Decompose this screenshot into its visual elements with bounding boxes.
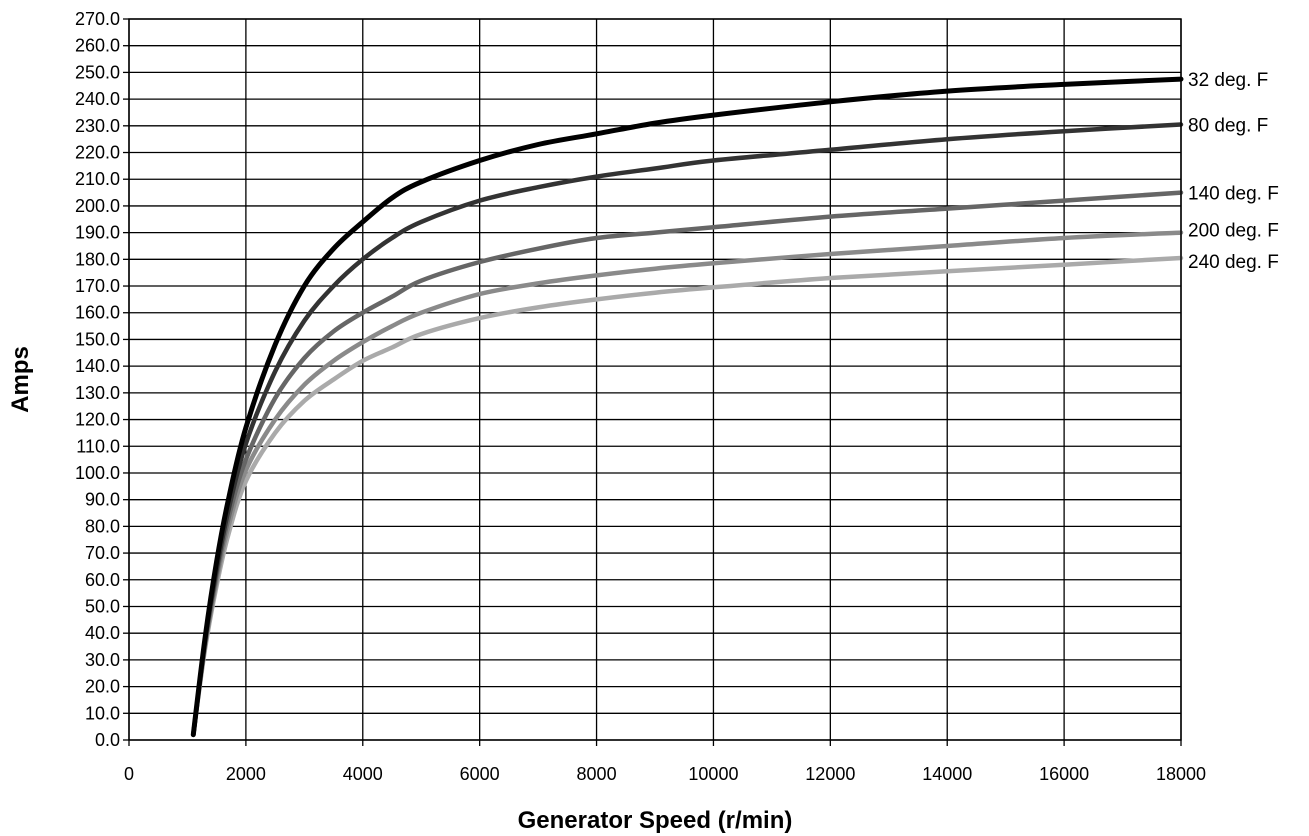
y-tick-label: 130.0 xyxy=(75,383,120,403)
x-tick-label: 4000 xyxy=(343,764,383,784)
grid-layer xyxy=(123,18,1182,746)
y-tick-label: 180.0 xyxy=(75,249,120,269)
y-tick-label: 70.0 xyxy=(85,543,120,563)
y-tick-label: 190.0 xyxy=(75,223,120,243)
plot-frame xyxy=(128,18,1182,741)
series-label: 240 deg. F xyxy=(1188,252,1279,273)
y-tick-label: 260.0 xyxy=(75,36,120,56)
y-tick-label: 10.0 xyxy=(85,703,120,723)
y-tick-label: 20.0 xyxy=(85,677,120,697)
x-tick-label: 14000 xyxy=(922,764,972,784)
y-tick-label: 240.0 xyxy=(75,89,120,109)
series-line xyxy=(191,122,1184,737)
y-tick-label: 250.0 xyxy=(75,62,120,82)
x-axis-title: Generator Speed (r/min) xyxy=(518,807,793,834)
series-label: 80 deg. F xyxy=(1188,115,1268,136)
y-tick-label: 80.0 xyxy=(85,516,120,536)
y-tick-label: 140.0 xyxy=(75,356,120,376)
x-tick-label: 0 xyxy=(124,764,134,784)
y-tick-label: 170.0 xyxy=(75,276,120,296)
y-tick-label: 30.0 xyxy=(85,650,120,670)
x-tick-label: 2000 xyxy=(226,764,266,784)
y-tick-label: 160.0 xyxy=(75,303,120,323)
y-tick-label: 150.0 xyxy=(75,329,120,349)
y-tick-label: 110.0 xyxy=(76,436,120,456)
y-tick-labels: 0.0 10.0 20.0 30.0 40.0 50.0 60.0 70.0 80.0 90.0 1… xyxy=(75,9,120,750)
series-line xyxy=(191,255,1184,737)
series-labels: 32 deg. F 80 deg. F 140 deg. F 200 deg. F 24… xyxy=(1188,70,1279,273)
y-tick-label: 40.0 xyxy=(85,623,120,643)
series-line xyxy=(190,76,1184,738)
curve-layer xyxy=(190,76,1184,738)
x-tick-label: 6000 xyxy=(460,764,500,784)
y-tick-label: 230.0 xyxy=(75,116,120,136)
x-tick-label: 18000 xyxy=(1156,764,1206,784)
y-tick-label: 90.0 xyxy=(85,490,120,510)
y-tick-label: 0.0 xyxy=(95,730,120,750)
y-tick-label: 220.0 xyxy=(75,143,120,163)
y-tick-label: 200.0 xyxy=(75,196,120,216)
series-line xyxy=(191,190,1184,737)
x-tick-label: 10000 xyxy=(688,764,738,784)
series-label: 32 deg. F xyxy=(1188,70,1268,91)
x-tick-label: 8000 xyxy=(577,764,617,784)
y-tick-label: 210.0 xyxy=(75,169,120,189)
x-tick-label: 12000 xyxy=(805,764,855,784)
x-tick-labels: 0 2000 4000 6000 8000 10000 12000 14000 16000 180… xyxy=(124,764,1206,784)
y-tick-label: 270.0 xyxy=(75,9,120,29)
y-tick-label: 60.0 xyxy=(85,570,120,590)
series-label: 200 deg. F xyxy=(1188,221,1279,242)
series-label: 140 deg. F xyxy=(1188,184,1279,205)
y-tick-label: 100.0 xyxy=(75,463,120,483)
x-tick-label: 16000 xyxy=(1039,764,1089,784)
y-tick-label: 120.0 xyxy=(75,410,120,430)
y-axis-title: Amps xyxy=(7,346,34,413)
y-tick-label: 50.0 xyxy=(85,596,120,616)
